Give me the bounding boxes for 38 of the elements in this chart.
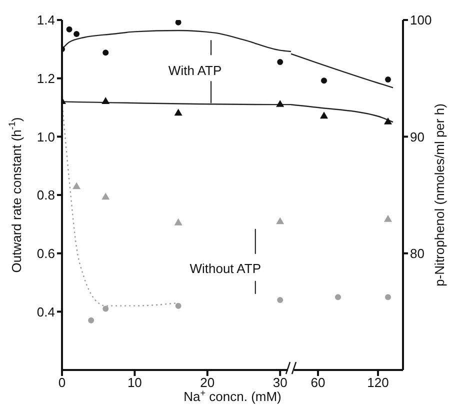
point: [321, 78, 327, 84]
x-tick-label: 0: [58, 375, 66, 390]
y-tick-label: 0.6: [36, 246, 55, 261]
x-axis-title: Na$^{+}$ concn. (mM): [184, 388, 282, 404]
point: [74, 31, 80, 37]
y-tick-label: 0.8: [36, 188, 55, 203]
annotation: With ATP: [168, 63, 222, 78]
x-tick-label: 120: [367, 375, 389, 390]
y2-tick-label: 100: [410, 12, 432, 28]
point: [174, 108, 182, 116]
point: [88, 317, 94, 324]
point: [102, 97, 110, 104]
x-tick-label: 30: [272, 375, 288, 390]
point: [384, 214, 392, 222]
point: [175, 302, 182, 309]
point: [66, 26, 72, 32]
y2-tick-label: 90: [410, 129, 424, 144]
point: [175, 20, 182, 26]
annotation: Without ATP: [190, 260, 262, 276]
y-tick-label: 1.0: [36, 129, 55, 144]
x-tick-label: 10: [127, 375, 142, 390]
y-tick-label: 1.2: [36, 70, 55, 86]
y2-axis-title: p-Nitrophenol (nmoles/ml per h): [432, 104, 448, 286]
point: [72, 182, 81, 190]
x-tick-label: 60: [310, 375, 326, 390]
point: [276, 217, 284, 224]
point: [102, 306, 109, 312]
point: [174, 218, 182, 226]
point: [277, 297, 284, 303]
point: [102, 192, 110, 200]
y2-tick-label: 80: [410, 246, 424, 261]
point: [102, 50, 109, 56]
y-tick-label: 0.4: [36, 304, 55, 320]
x-tick-label: 20: [200, 375, 215, 390]
point: [276, 100, 284, 107]
point: [277, 59, 284, 65]
point: [385, 76, 391, 82]
y-tick-label: 1.4: [36, 12, 55, 28]
